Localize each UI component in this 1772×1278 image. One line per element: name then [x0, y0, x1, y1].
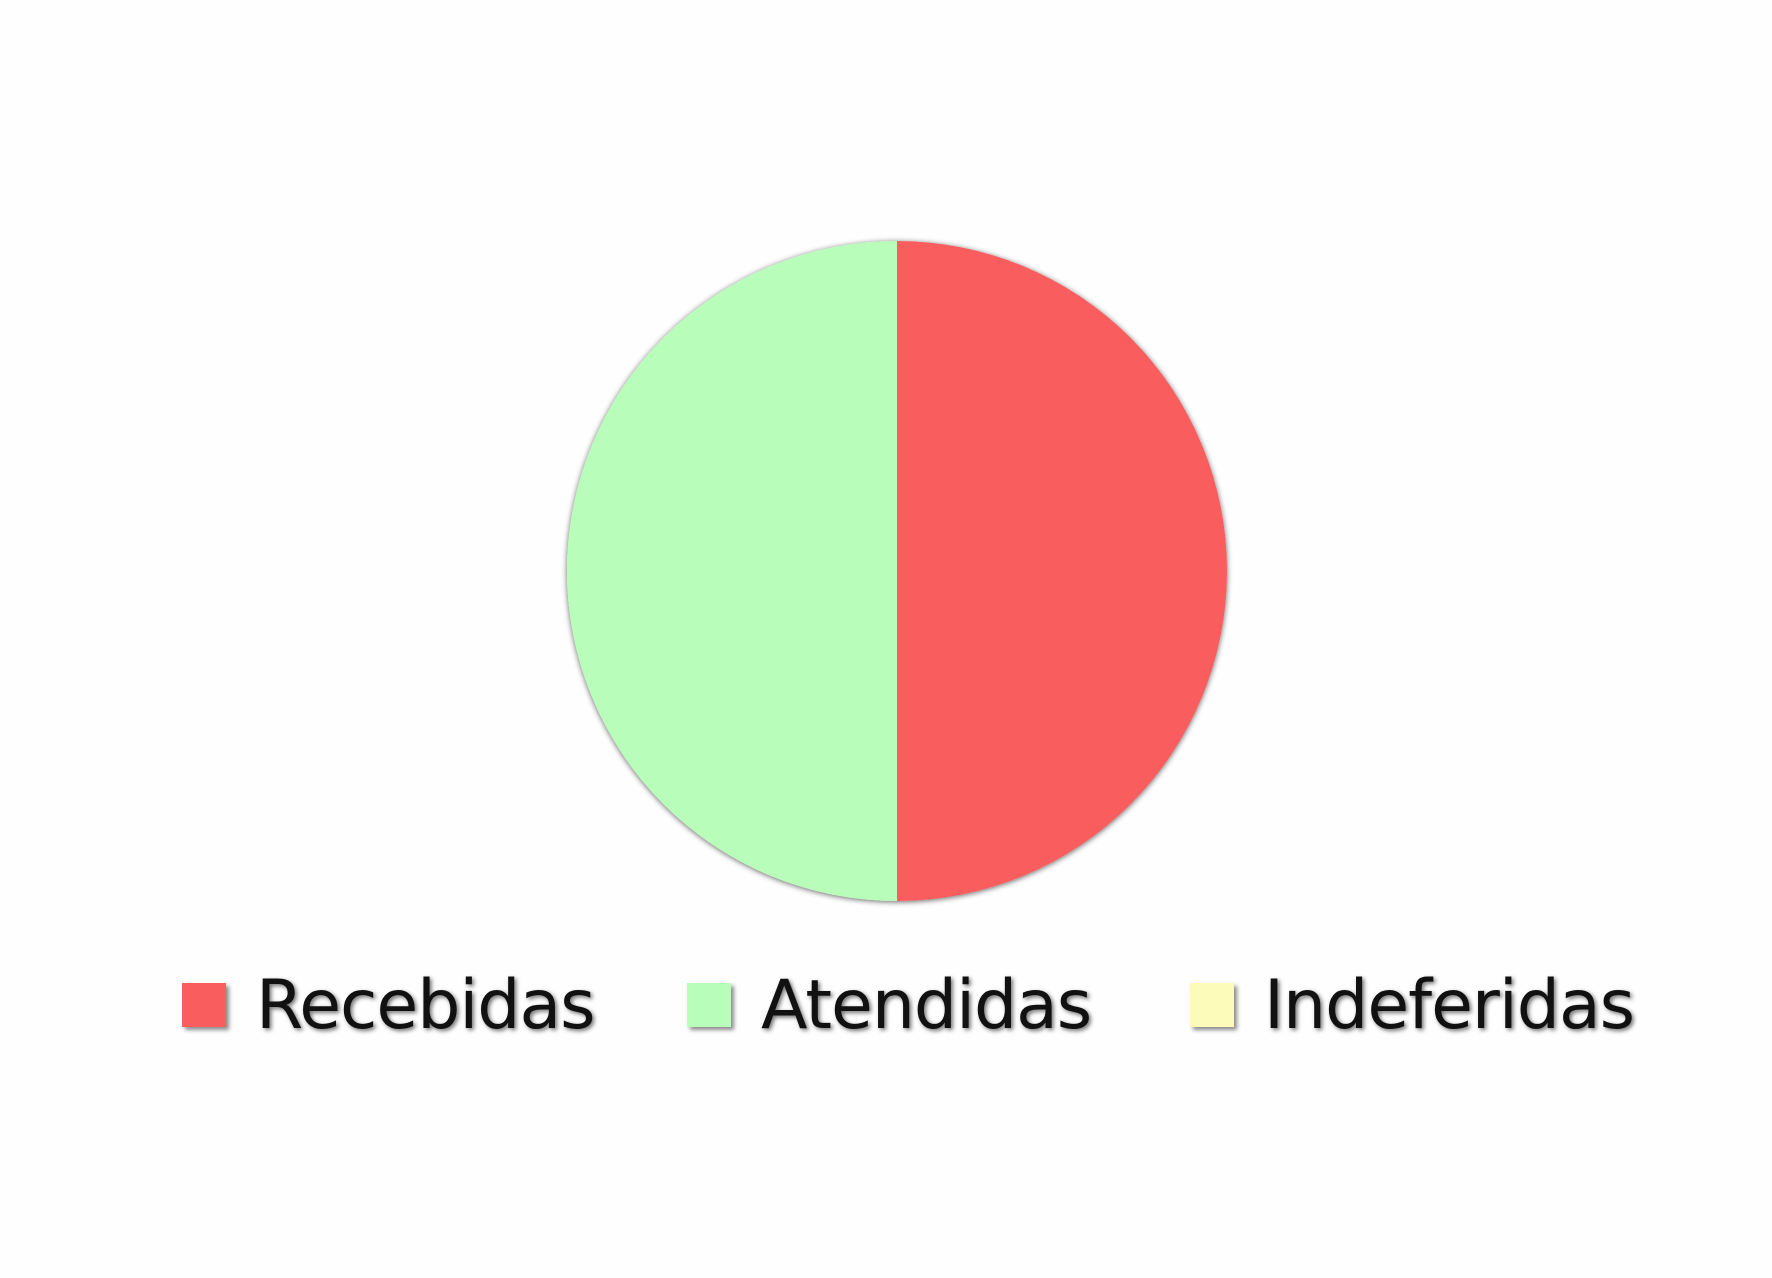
legend-item-recebidas: Recebidas — [182, 960, 596, 1050]
legend-label-atendidas: Atendidas — [761, 965, 1092, 1045]
legend-item-atendidas: Atendidas — [687, 960, 1092, 1050]
legend-swatch-recebidas — [182, 983, 226, 1027]
legend-swatch-indeferidas — [1190, 983, 1234, 1027]
legend-swatch-atendidas — [687, 983, 731, 1027]
legend-item-indeferidas: Indeferidas — [1190, 960, 1635, 1050]
pie-slice-atendidas — [567, 241, 897, 901]
legend-label-indeferidas: Indeferidas — [1264, 965, 1635, 1045]
legend: Recebidas Atendidas Indeferidas — [0, 960, 1772, 1050]
pie-slice-recebidas — [897, 241, 1227, 901]
legend-label-recebidas: Recebidas — [256, 965, 596, 1045]
